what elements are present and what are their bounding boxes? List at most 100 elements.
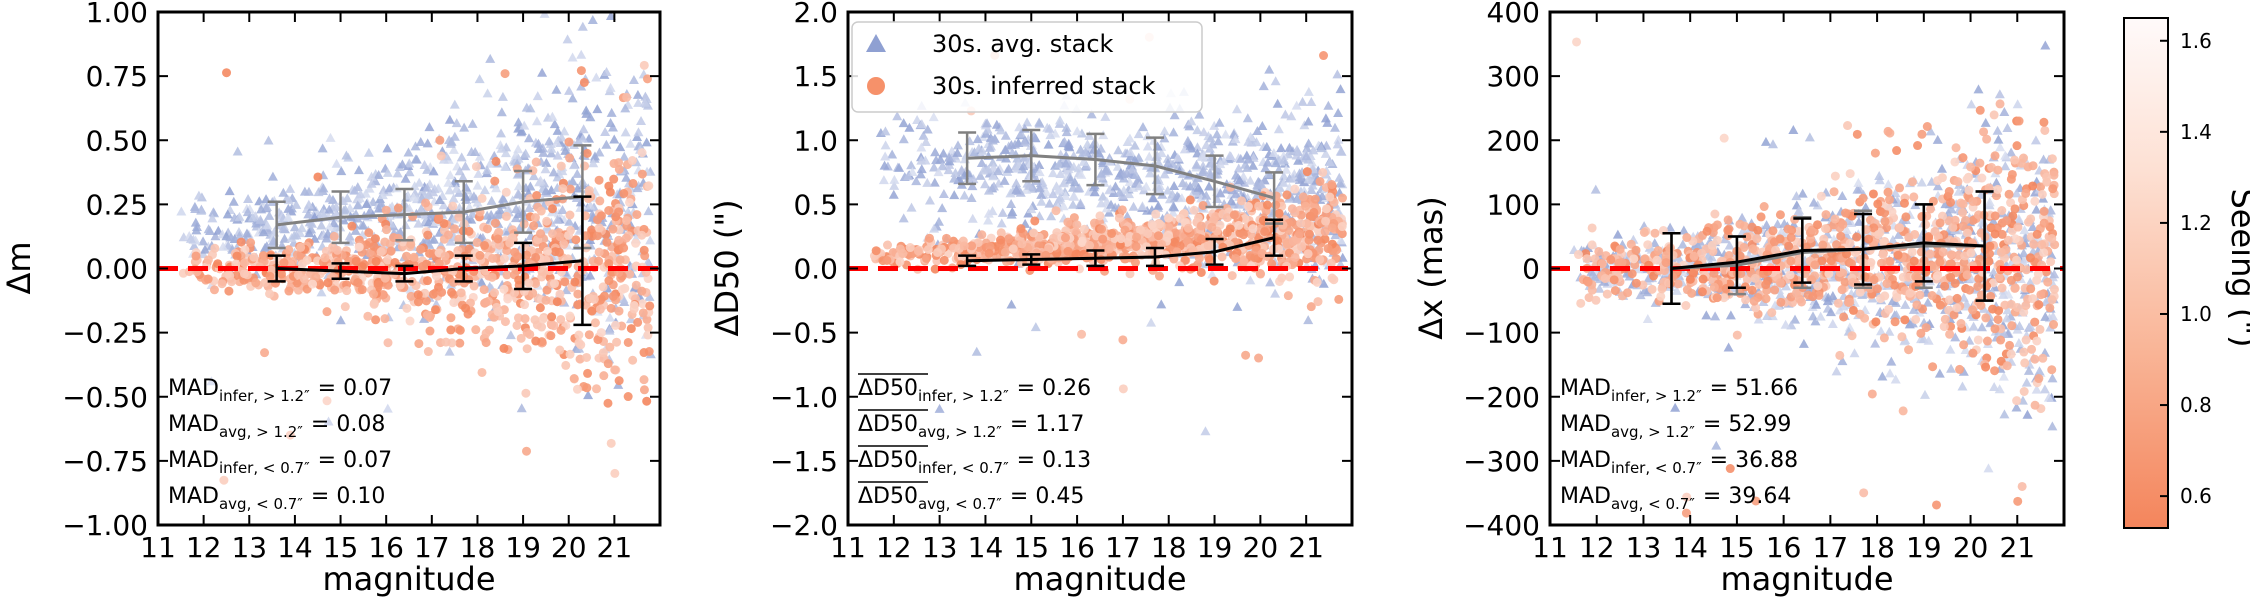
legend-label-inferred: 30s. inferred stack <box>932 72 1156 100</box>
scatter-point-avg <box>591 72 602 82</box>
scatter-point-inferred <box>930 264 940 274</box>
scatter-point-inferred <box>1016 224 1026 234</box>
scatter-point-inferred <box>642 396 652 406</box>
scatter-point-avg <box>1335 235 1346 245</box>
scatter-point-avg <box>1276 143 1287 153</box>
mad-subscript: infer, > 1.2″ <box>219 387 310 405</box>
scatter-point-avg <box>567 93 578 103</box>
scatter-point-inferred <box>1306 302 1316 312</box>
scatter-point-inferred <box>490 218 500 228</box>
scatter-point-avg <box>1016 128 1027 138</box>
scatter-point-inferred <box>480 240 490 250</box>
scatter-point-inferred <box>1315 255 1325 265</box>
scatter-point-inferred <box>1069 213 1079 223</box>
scatter-point-avg <box>2011 188 2022 198</box>
scatter-point-avg <box>1201 190 1212 200</box>
scatter-point-inferred <box>565 349 575 359</box>
y-tick-label: −2.0 <box>770 509 838 542</box>
scatter-point-avg <box>1966 99 1977 109</box>
scatter-point-avg <box>460 161 471 171</box>
y-tick-label: −1.5 <box>770 445 838 478</box>
scatter-point-avg <box>1320 113 1331 123</box>
scatter-point-avg <box>1080 147 1091 157</box>
scatter-point-inferred <box>547 204 557 214</box>
scatter-point-avg <box>428 166 439 176</box>
scatter-point-inferred <box>1239 255 1249 265</box>
scatter-point-inferred <box>406 239 416 249</box>
scatter-point-avg <box>889 180 900 190</box>
scatter-point-avg <box>544 136 555 146</box>
scatter-point-inferred <box>1855 309 1865 319</box>
scatter-point-avg <box>1724 240 1735 250</box>
scatter-point-inferred <box>1241 350 1251 360</box>
scatter-point-avg <box>971 346 982 356</box>
scatter-point-inferred <box>1193 213 1203 223</box>
scatter-point-inferred <box>1118 384 1128 394</box>
scatter-point-avg <box>991 119 1002 129</box>
scatter-point-inferred <box>1283 291 1293 301</box>
scatter-point-avg <box>1074 183 1085 193</box>
scatter-point-avg <box>929 177 940 187</box>
scatter-point-avg <box>306 218 317 228</box>
legend-label-avg: 30s. avg. stack <box>932 30 1114 58</box>
scatter-point-avg <box>943 165 954 175</box>
scatter-point-avg <box>1084 130 1095 140</box>
scatter-point-inferred <box>610 468 620 478</box>
scatter-point-avg <box>562 34 573 44</box>
scatter-point-avg <box>639 97 650 107</box>
scatter-point-inferred <box>1237 196 1247 206</box>
scatter-point-avg <box>1827 318 1838 328</box>
mad-base: ΔD50 <box>858 376 918 401</box>
scatter-point-inferred <box>1302 167 1312 177</box>
scatter-point-avg <box>898 213 909 223</box>
scatter-point-avg <box>993 166 1004 176</box>
scatter-point-avg <box>350 225 361 235</box>
scatter-point-avg <box>324 193 335 203</box>
binned-medians-delta-d50 <box>958 128 1284 268</box>
scatter-point-avg <box>2031 204 2042 214</box>
scatter-point-inferred <box>1240 214 1250 224</box>
scatter-point-inferred <box>548 229 558 239</box>
scatter-point-avg <box>1215 188 1226 198</box>
y-tick-label: 1.5 <box>793 60 838 93</box>
scatter-point-avg <box>468 191 479 201</box>
scatter-point-avg <box>1957 381 1968 391</box>
scatter-point-inferred <box>1071 249 1081 259</box>
scatter-point-avg <box>615 142 626 152</box>
y-tick-label: 0.50 <box>86 124 148 157</box>
scatter-point-avg <box>1215 159 1226 169</box>
x-tick-label: 17 <box>414 531 450 564</box>
scatter-point-inferred <box>313 172 323 182</box>
scatter-point-inferred <box>1297 242 1307 252</box>
scatter-point-avg <box>987 135 998 145</box>
scatter-point-inferred <box>598 348 608 358</box>
scatter-point-avg <box>1156 299 1167 309</box>
scatter-point-inferred <box>554 247 564 257</box>
scatter-point-inferred <box>1207 222 1217 232</box>
scatter-point-inferred <box>560 277 570 287</box>
scatter-point-avg <box>1808 197 1819 207</box>
scatter-point-avg <box>934 216 945 226</box>
scatter-point-avg <box>278 223 289 233</box>
scatter-point-inferred <box>369 289 379 299</box>
scatter-point-avg <box>1022 117 1033 127</box>
infer-errorbar <box>331 262 350 281</box>
scatter-point-avg <box>328 218 339 228</box>
scatter-point-avg <box>1884 368 1895 378</box>
scatter-point-avg <box>1887 234 1898 244</box>
scatter-point-inferred <box>1883 187 1893 197</box>
infer-errorbar <box>1145 246 1164 268</box>
scatter-point-avg <box>206 376 217 386</box>
scatter-cloud-delta-x <box>1569 37 2060 518</box>
scatter-point-avg <box>1281 164 1292 174</box>
scatter-point-avg <box>538 147 549 157</box>
scatter-point-avg <box>451 183 462 193</box>
scatter-point-avg <box>361 198 372 208</box>
scatter-point-avg <box>898 134 909 144</box>
x-tick-label: 20 <box>1243 531 1279 564</box>
scatter-point-avg <box>1893 229 1904 239</box>
scatter-point-avg <box>552 150 563 160</box>
scatter-point-inferred <box>2010 234 2020 244</box>
scatter-point-inferred <box>469 281 479 291</box>
scatter-point-avg <box>1105 184 1116 194</box>
